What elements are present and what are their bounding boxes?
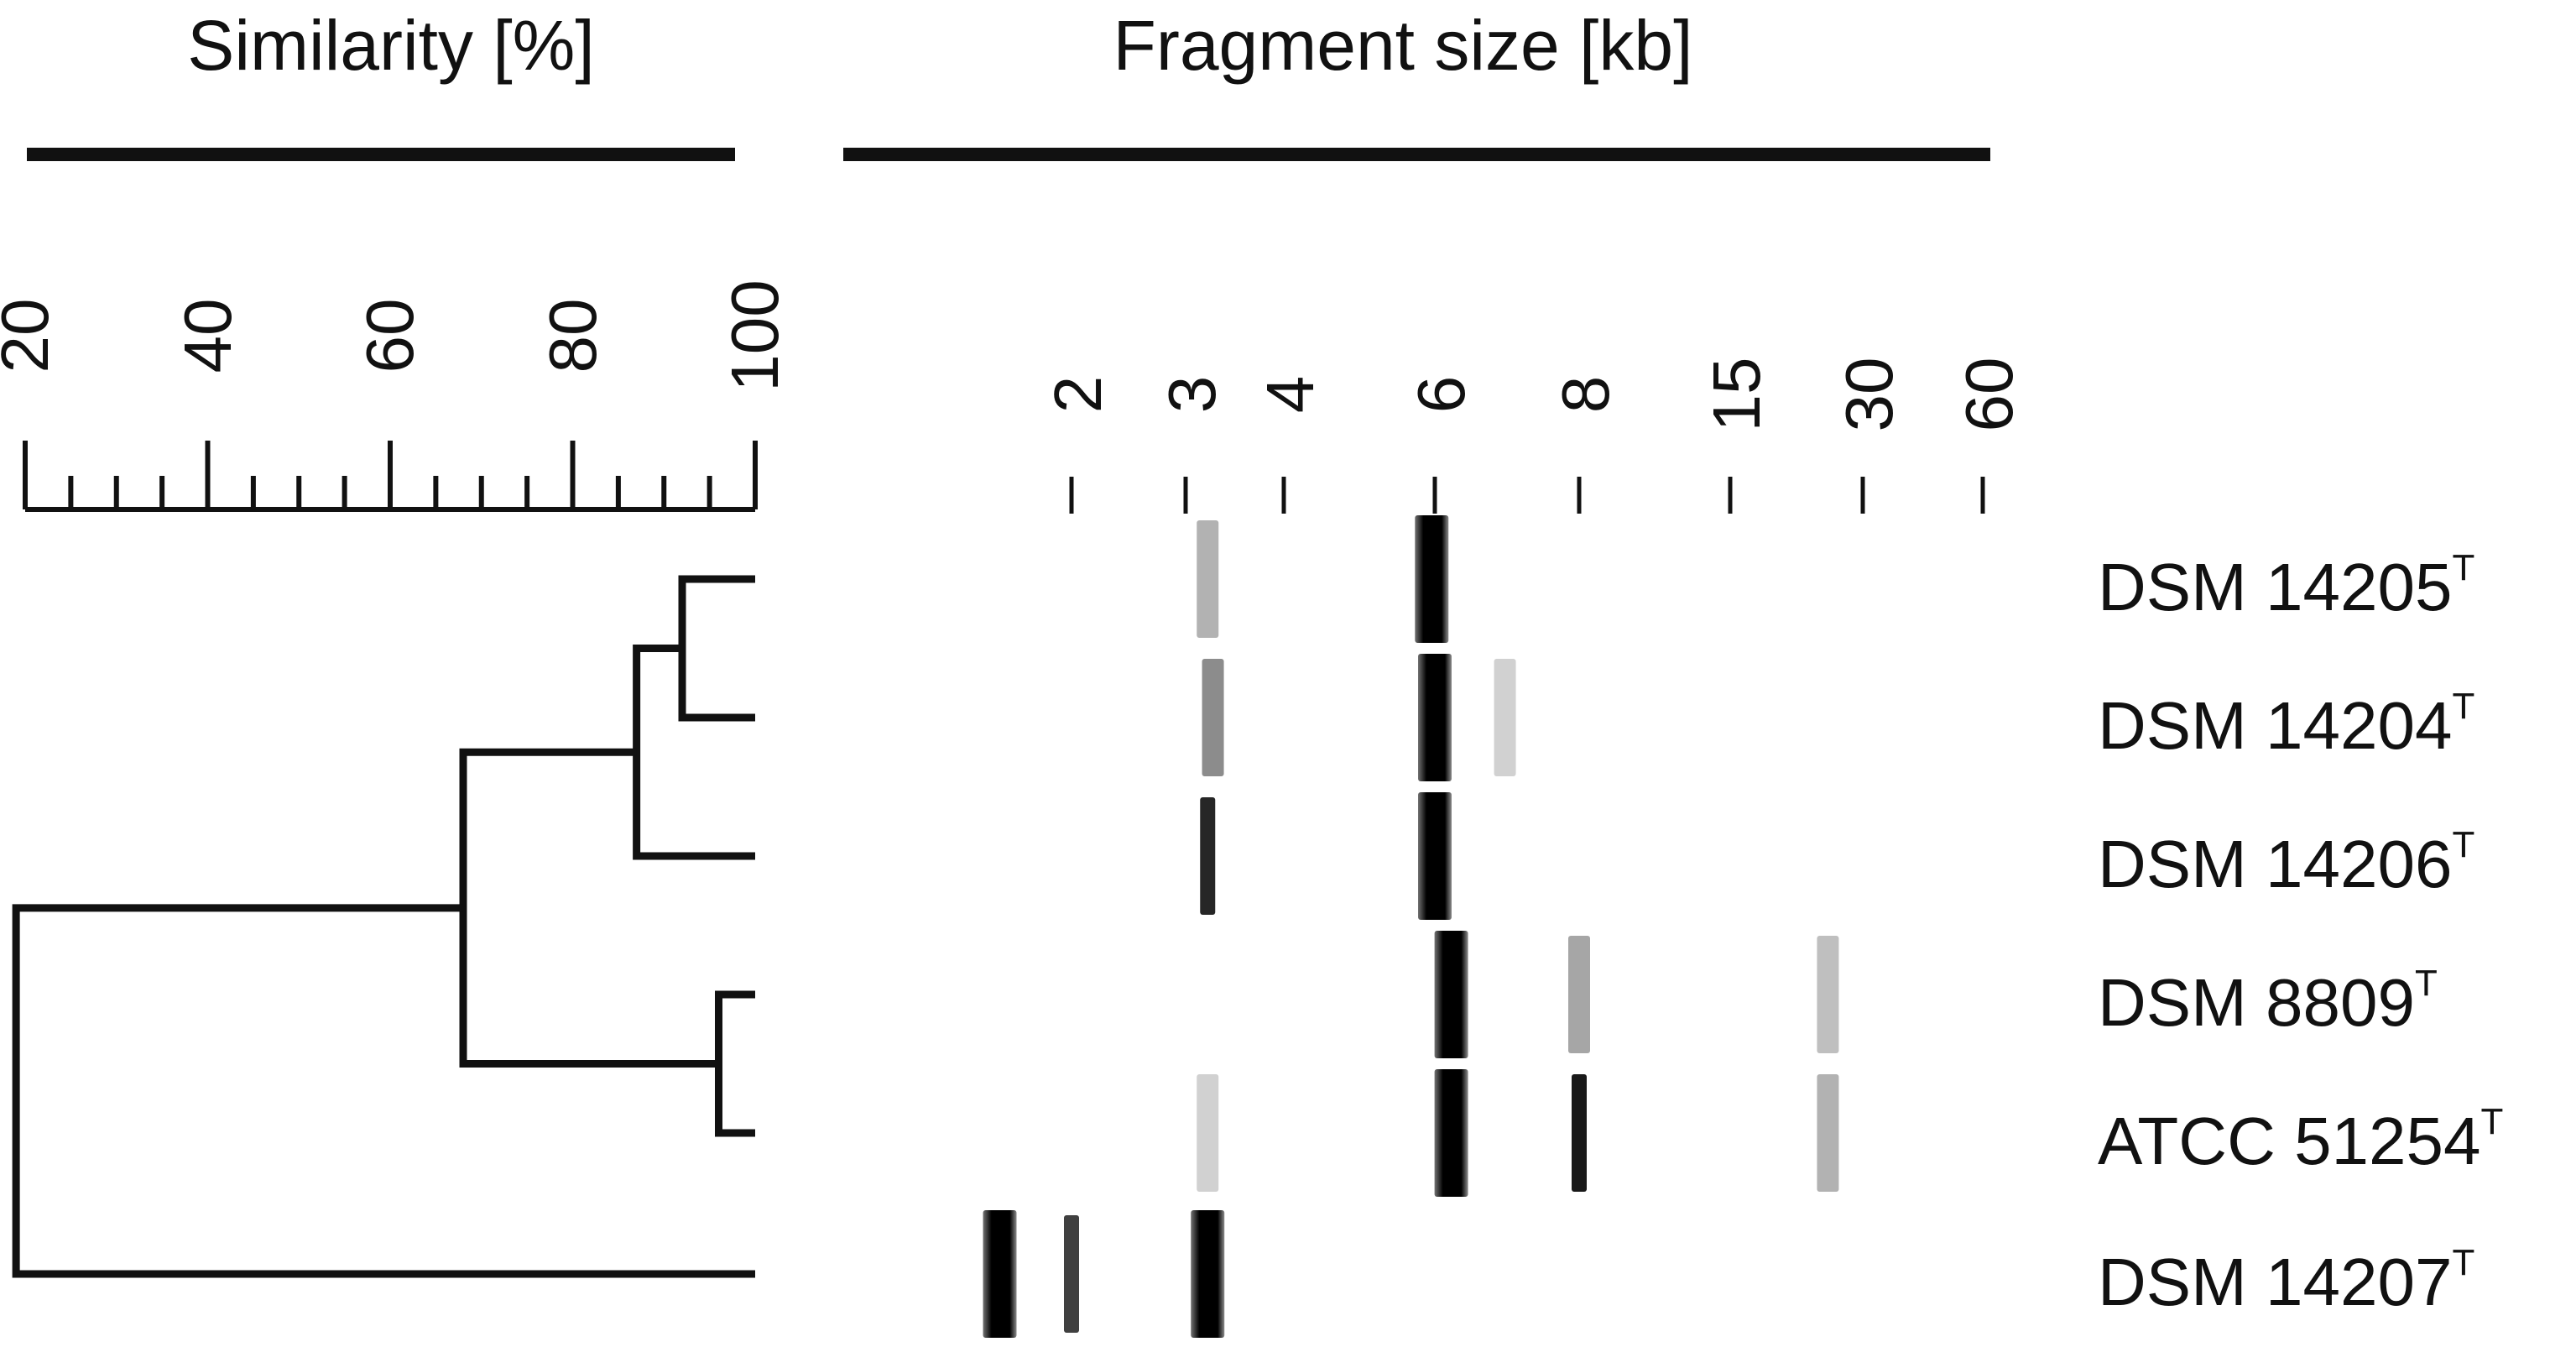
similarity-header: Similarity [%]: [187, 6, 595, 85]
strain-label: DSM 14205T: [2098, 549, 2474, 626]
dendrogram-branch: [459, 748, 719, 1068]
dendrogram-branch: [12, 904, 755, 1278]
similarity-tick-label: 100: [717, 279, 792, 392]
fragment-tick-label: 4: [1253, 375, 1327, 414]
gel-band: [1418, 654, 1452, 781]
strain-label: DSM 8809T: [2098, 964, 2438, 1042]
gel-band: [1064, 1215, 1079, 1333]
strain-label: DSM 14204T: [2098, 687, 2474, 765]
similarity-tick-label: 40: [169, 298, 245, 373]
dendrogram: [12, 575, 755, 1278]
strain-name: ATCC 51254: [2098, 1104, 2481, 1178]
gel-band: [1817, 1074, 1839, 1192]
fragment-tick-label: 8: [1548, 375, 1623, 414]
type-strain-mark: T: [2452, 1242, 2475, 1283]
fragment-size-header: Fragment size [kb]: [1113, 6, 1693, 85]
gel-band: [1568, 936, 1590, 1053]
fragment-tick-label: 3: [1155, 375, 1229, 414]
gel-band: [1418, 792, 1452, 920]
strain-label: DSM 14206T: [2098, 826, 2474, 903]
fragment-size-axis: [1069, 477, 1985, 514]
fragment-tick-label: 6: [1404, 375, 1478, 414]
gel-band: [1434, 931, 1468, 1058]
gel-band: [1197, 520, 1219, 638]
gel-band: [1200, 797, 1216, 915]
gel-band: [1202, 659, 1224, 776]
strain-label: DSM 14207T: [2098, 1244, 2474, 1321]
similarity-axis: [23, 441, 758, 512]
gel-lanes: [983, 515, 1839, 1338]
gel-band: [1434, 1069, 1468, 1197]
strain-name: DSM 14204: [2098, 688, 2453, 763]
type-strain-mark: T: [2480, 1101, 2504, 1142]
type-strain-mark: T: [2452, 824, 2475, 865]
similarity-tick-label: 80: [534, 298, 610, 373]
similarity-tick-label: 60: [352, 298, 427, 373]
gel-band: [1817, 936, 1839, 1053]
similarity-tick-label: 20: [0, 298, 62, 373]
fragment-tick-label: 60: [1952, 357, 2026, 432]
strain-label: ATCC 51254T: [2098, 1103, 2503, 1180]
dendrogram-branch: [715, 990, 755, 1137]
fragment-tick-label: 30: [1832, 357, 1906, 432]
fragment-tick-label: 2: [1040, 375, 1115, 414]
strain-name: DSM 14207: [2098, 1245, 2453, 1319]
strain-name: DSM 14205: [2098, 550, 2453, 624]
fragment-tick-label: 15: [1699, 357, 1774, 432]
strain-name: DSM 14206: [2098, 827, 2453, 901]
dendrogram-branch: [678, 575, 755, 722]
strain-name: DSM 8809: [2098, 965, 2415, 1040]
dendrogram-branch: [633, 645, 755, 860]
gel-band: [1415, 515, 1449, 643]
type-strain-mark: T: [2452, 686, 2475, 727]
gel-band: [1572, 1074, 1587, 1192]
gel-band: [1197, 1074, 1219, 1192]
gel-band: [983, 1210, 1017, 1338]
type-strain-mark: T: [2452, 547, 2475, 588]
gel-band: [1191, 1210, 1225, 1338]
type-strain-mark: T: [2414, 963, 2438, 1004]
gel-band: [1494, 659, 1516, 776]
